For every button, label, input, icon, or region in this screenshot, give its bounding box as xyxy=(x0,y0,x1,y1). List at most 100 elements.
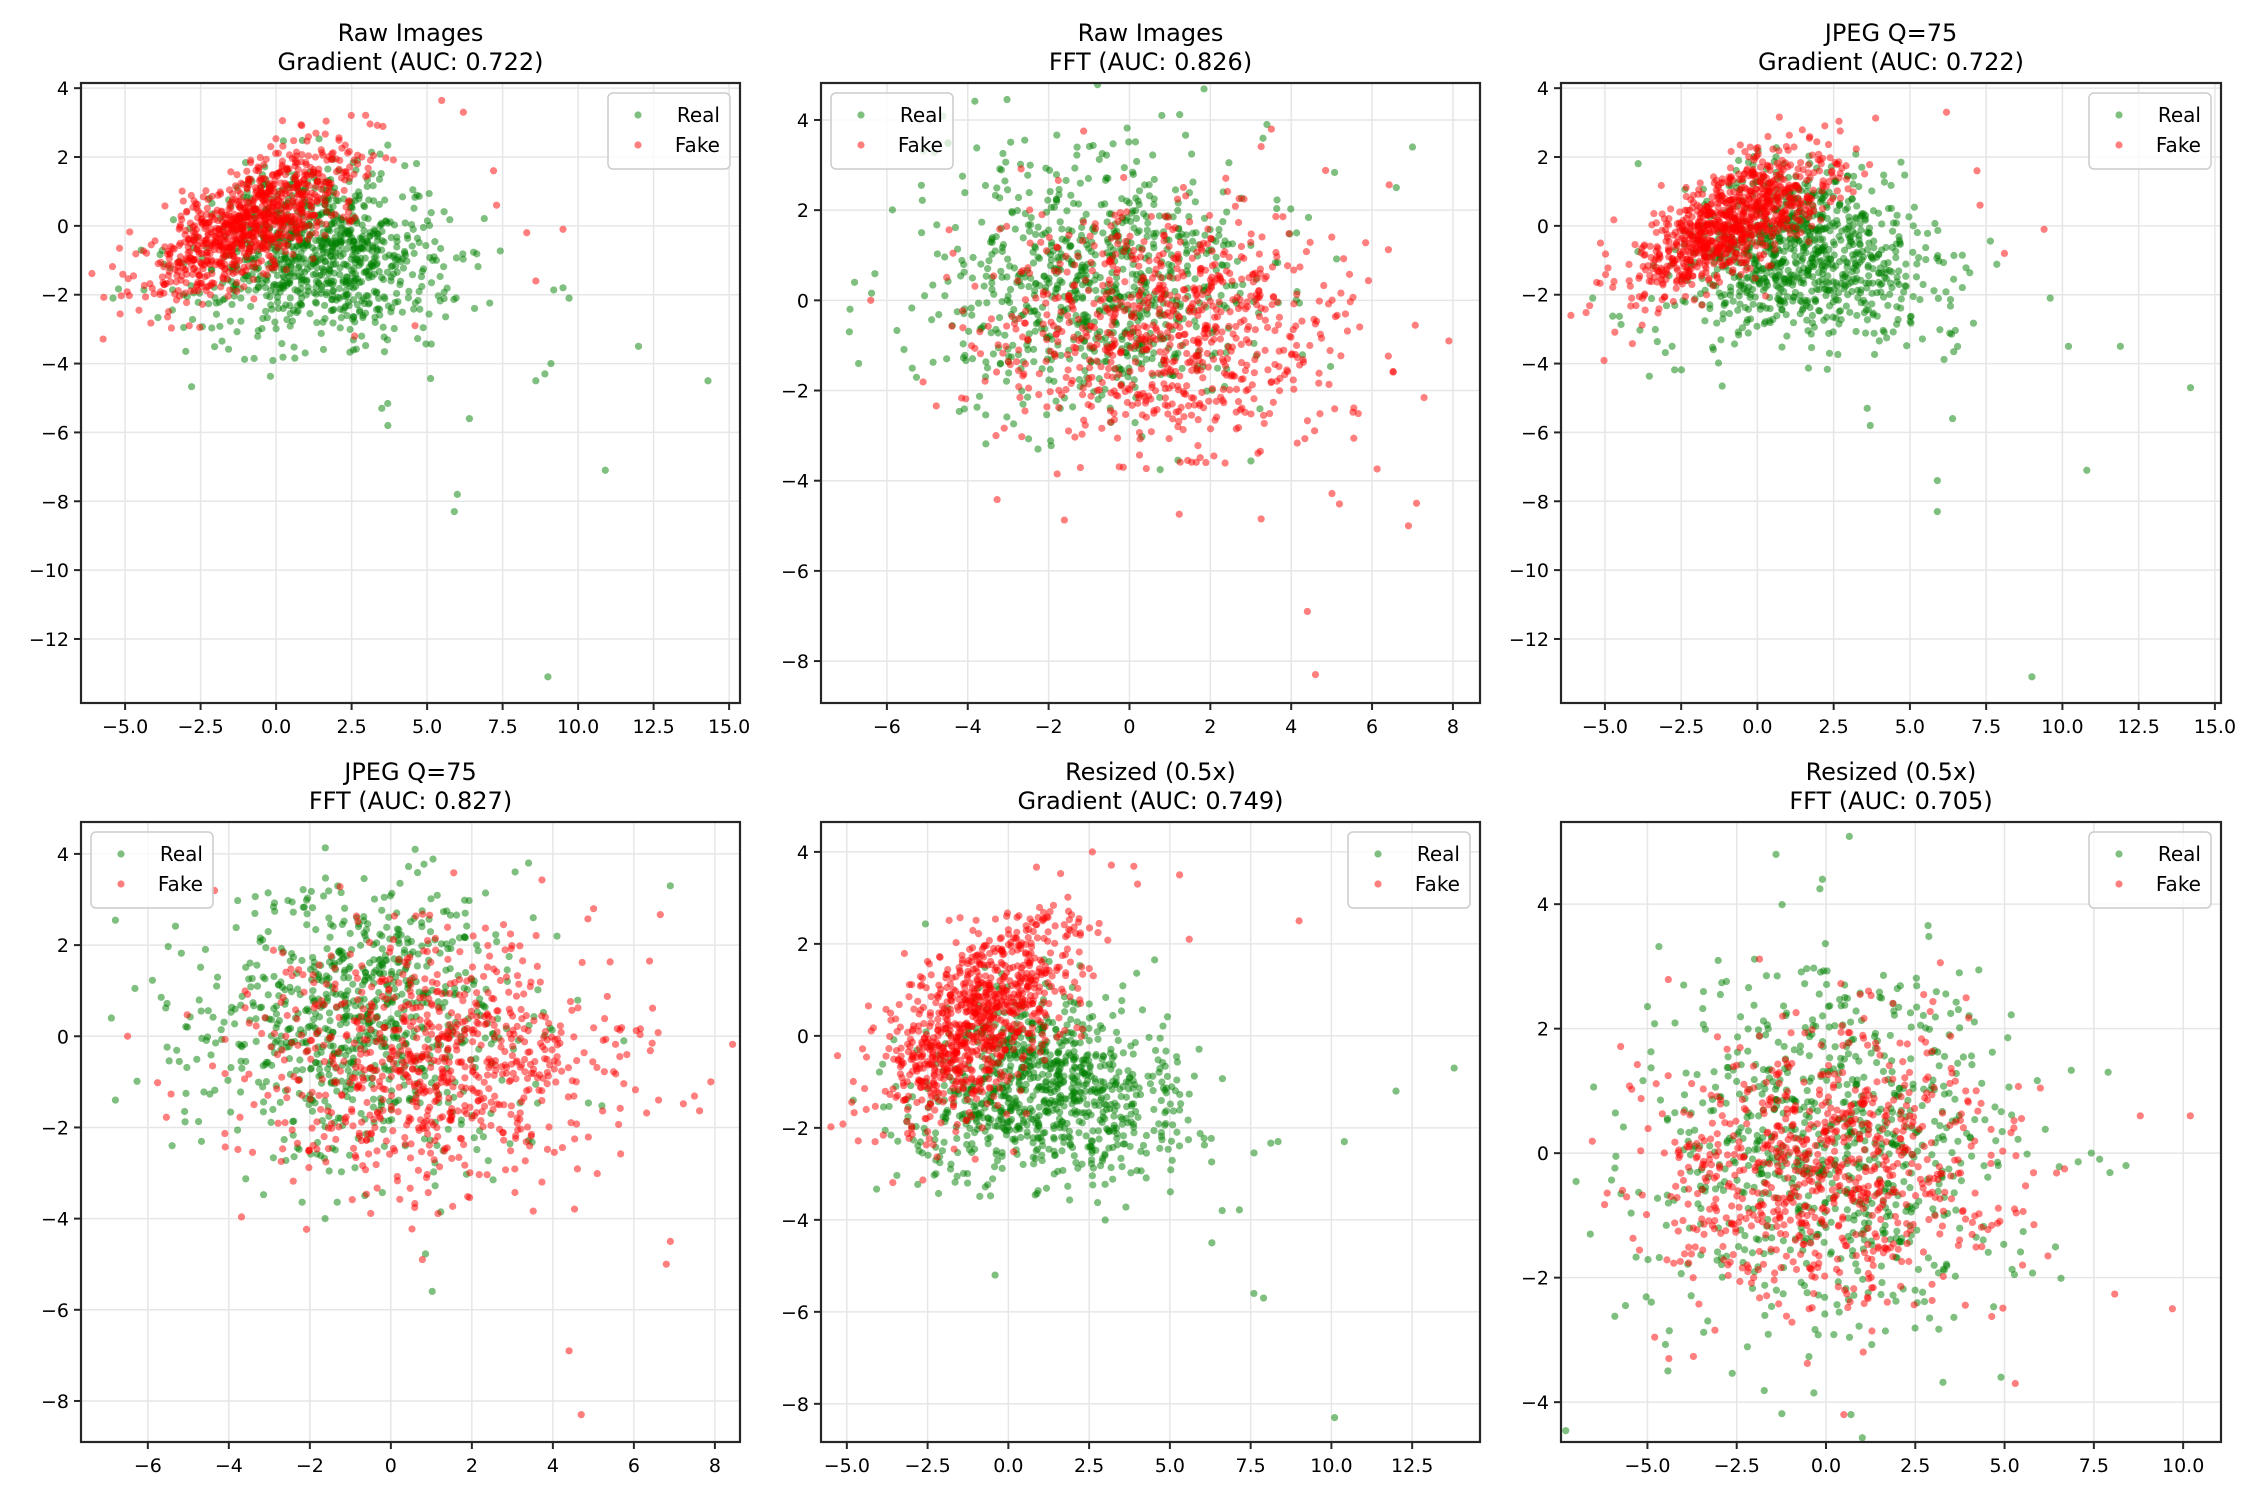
point xyxy=(129,272,138,280)
point xyxy=(272,325,280,333)
point xyxy=(182,226,190,235)
point xyxy=(231,182,240,190)
point xyxy=(258,324,266,333)
point xyxy=(1811,254,1819,262)
point xyxy=(1889,328,1897,336)
point xyxy=(313,222,321,231)
point xyxy=(1222,174,1230,182)
point xyxy=(1237,375,1245,383)
point xyxy=(948,322,956,330)
point xyxy=(172,296,181,304)
point xyxy=(459,250,467,258)
point xyxy=(1812,296,1820,304)
point xyxy=(1035,281,1044,290)
point xyxy=(1268,263,1277,271)
point xyxy=(1234,218,1243,227)
point-outlier xyxy=(465,415,473,423)
point xyxy=(227,204,235,212)
point xyxy=(279,142,287,150)
point xyxy=(1962,264,1970,272)
point xyxy=(176,259,184,267)
point xyxy=(276,281,284,289)
point xyxy=(1736,141,1744,149)
point xyxy=(1651,325,1659,334)
point xyxy=(313,319,321,327)
point xyxy=(405,287,413,295)
point xyxy=(1158,287,1166,295)
point xyxy=(1211,416,1219,424)
point xyxy=(1228,343,1237,351)
point xyxy=(1822,278,1830,286)
point xyxy=(919,378,927,386)
point xyxy=(974,299,983,307)
point xyxy=(1805,134,1814,142)
point xyxy=(1310,427,1319,435)
point xyxy=(1848,287,1856,296)
point xyxy=(165,268,173,276)
point xyxy=(1256,291,1264,299)
point xyxy=(1166,291,1174,299)
point xyxy=(987,315,996,323)
point xyxy=(310,211,319,219)
point xyxy=(328,220,336,229)
point xyxy=(256,220,264,228)
point xyxy=(1057,351,1065,359)
point xyxy=(958,172,967,180)
point xyxy=(1065,231,1073,239)
point xyxy=(1022,301,1031,310)
point xyxy=(205,300,213,308)
point xyxy=(385,251,393,259)
point xyxy=(262,292,271,300)
point xyxy=(1849,264,1858,272)
point xyxy=(1315,297,1323,305)
point xyxy=(440,263,448,271)
point xyxy=(1079,237,1087,245)
point xyxy=(1127,344,1135,352)
point xyxy=(1183,382,1191,390)
point xyxy=(290,225,298,234)
point xyxy=(1736,288,1744,296)
point xyxy=(1934,226,1942,235)
point xyxy=(333,227,341,235)
point xyxy=(404,294,413,302)
point xyxy=(1018,433,1026,441)
point xyxy=(1840,285,1848,293)
y-tick-label: −4 xyxy=(781,471,809,493)
point xyxy=(1179,387,1188,396)
point xyxy=(1886,279,1895,287)
point xyxy=(274,232,282,240)
point xyxy=(1326,362,1335,371)
point xyxy=(177,212,185,220)
point xyxy=(1123,398,1131,407)
point xyxy=(1744,305,1753,313)
point xyxy=(260,161,268,169)
point xyxy=(1120,173,1128,182)
point xyxy=(1875,337,1883,345)
point xyxy=(1638,321,1646,329)
point xyxy=(208,324,216,332)
point xyxy=(1883,334,1891,342)
point xyxy=(255,177,264,185)
point xyxy=(1757,163,1765,171)
point xyxy=(1884,259,1892,267)
point xyxy=(261,307,270,315)
point xyxy=(237,294,245,302)
point xyxy=(1079,293,1087,301)
point xyxy=(1901,171,1909,179)
point xyxy=(1736,300,1744,308)
point xyxy=(1174,423,1182,431)
point-outlier xyxy=(459,108,467,116)
point xyxy=(989,350,998,358)
point xyxy=(1087,322,1095,330)
point xyxy=(1950,348,1958,356)
point xyxy=(1174,206,1182,215)
point xyxy=(1809,273,1817,281)
point xyxy=(427,374,435,383)
point xyxy=(1681,292,1690,301)
point-outlier xyxy=(109,294,117,302)
point xyxy=(273,217,281,225)
point xyxy=(290,343,298,351)
point xyxy=(352,345,360,353)
point xyxy=(1325,380,1333,389)
point xyxy=(1296,361,1304,369)
